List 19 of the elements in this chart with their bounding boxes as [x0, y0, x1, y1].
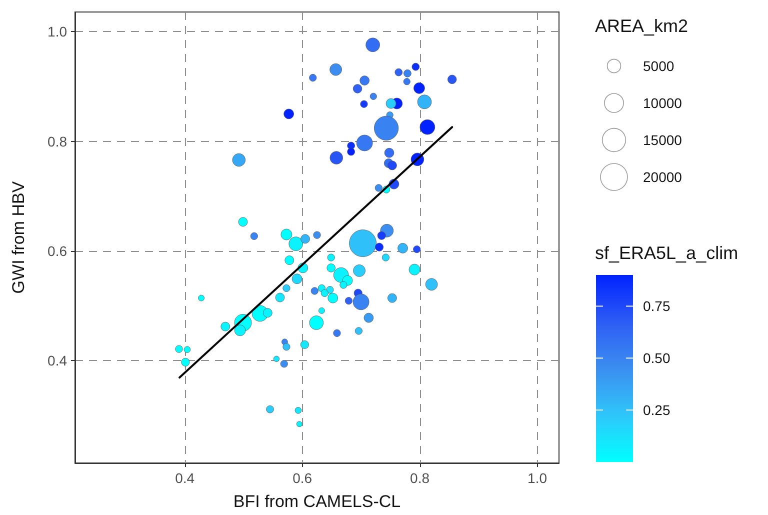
- color-bar-label: 0.50: [643, 350, 670, 366]
- x-tick-label: 0.6: [292, 470, 312, 486]
- legend-label: 5000: [643, 58, 674, 74]
- legend-label: 15000: [643, 132, 682, 148]
- x-tick-label: 0.4: [175, 470, 195, 486]
- color-bar-label: 0.25: [643, 402, 670, 418]
- color-bar-title: sf_ERA5L_a_clim: [595, 243, 738, 263]
- y-tick-label: 0.4: [48, 352, 68, 369]
- legend-label: 20000: [643, 169, 682, 185]
- y-axis-title: GWI from HBV: [9, 180, 28, 294]
- x-axis-title: BFI from CAMELS-CL: [233, 492, 401, 511]
- x-tick-label: 0.8: [410, 470, 430, 486]
- legend-label: 10000: [643, 95, 682, 111]
- legend-title: AREA_km2: [595, 16, 688, 36]
- x-tick-label: 1.0: [528, 470, 548, 486]
- y-tick-label: 1.0: [48, 24, 68, 40]
- y-tick-label: 0.6: [48, 242, 68, 259]
- y-tick-label: 0.8: [48, 133, 68, 150]
- color-bar-label: 0.75: [643, 298, 670, 314]
